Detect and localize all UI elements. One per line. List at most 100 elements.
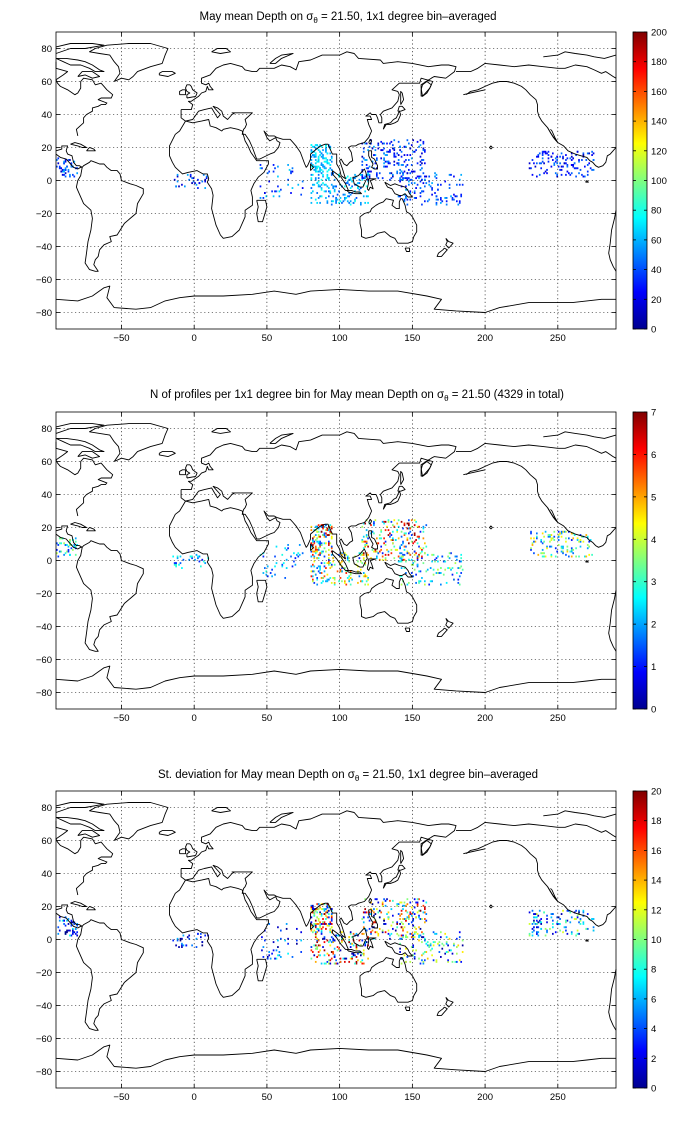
bin-cell (348, 195, 351, 198)
bin-cell (326, 904, 329, 907)
bin-cell (392, 173, 394, 176)
bin-cell (552, 932, 554, 935)
bin-cell (458, 200, 461, 203)
bin-cell (317, 177, 320, 180)
bin-cell (397, 560, 400, 563)
bin-cell (259, 164, 262, 166)
bin-cell (346, 555, 349, 558)
bin-cell (354, 200, 356, 203)
bin-cell (325, 167, 327, 170)
bin-cell (386, 142, 388, 145)
bin-cell (384, 904, 387, 907)
bin-cell (543, 540, 545, 543)
bin-cell (592, 929, 595, 932)
bin-cell (310, 177, 313, 180)
bin-cell (320, 168, 323, 171)
bin-cell (424, 908, 426, 911)
bin-cell (409, 178, 412, 181)
bin-cell (390, 534, 393, 536)
gridlines (56, 791, 616, 1088)
bin-cell (76, 934, 79, 937)
bin-cell (58, 165, 61, 168)
bin-cell (316, 927, 319, 930)
bin-cell (326, 960, 329, 963)
colorbar-tick-label: 140 (651, 117, 667, 128)
coastline (310, 922, 314, 930)
coastline (382, 490, 402, 510)
bin-cell (323, 570, 326, 573)
bin-cell (425, 175, 428, 178)
bin-cell (329, 962, 332, 965)
bin-cell (397, 913, 400, 915)
bin-cell (197, 557, 199, 560)
bin-cell (400, 583, 403, 586)
bin-cell (435, 557, 438, 560)
bin-cell (172, 555, 175, 558)
bin-cell (322, 937, 324, 940)
bin-cell (431, 560, 433, 563)
bin-cell (393, 557, 396, 560)
bin-cell (338, 173, 340, 176)
bin-cell (317, 542, 320, 545)
bin-cell (358, 182, 361, 185)
bin-cell (178, 185, 180, 188)
bin-cell (322, 182, 324, 185)
bin-cell (460, 557, 463, 560)
bin-cell (396, 530, 399, 533)
bin-cell (330, 537, 333, 540)
y-tick-label: −80 (36, 308, 52, 319)
bin-cell (374, 913, 377, 915)
bin-cell (458, 567, 461, 569)
bin-cell (349, 570, 352, 573)
bin-cell (410, 144, 413, 147)
bin-cell (409, 901, 412, 904)
bin-cell (422, 142, 425, 145)
bin-cell (316, 557, 319, 560)
coastline (185, 464, 198, 479)
bin-cell (458, 201, 461, 204)
bin-cell (367, 172, 369, 175)
bin-cell (403, 954, 406, 957)
bin-cell (412, 946, 415, 948)
colorbar-tick-label: 180 (651, 57, 667, 68)
bin-cell (422, 932, 425, 935)
bin-cell (386, 154, 388, 156)
bin-cell (432, 944, 435, 947)
bin-cell (275, 190, 278, 193)
bin-cell (349, 932, 352, 935)
coastline (180, 810, 457, 939)
bin-cell (319, 926, 321, 929)
coastline (400, 470, 405, 485)
bin-cell (274, 565, 276, 568)
bin-cell (406, 898, 409, 901)
bin-cell (179, 555, 182, 558)
coastline (211, 807, 231, 813)
bin-cell (586, 170, 589, 173)
bin-cell (456, 555, 458, 558)
bin-cell (396, 904, 399, 907)
bin-cell (287, 952, 289, 955)
bin-cell (268, 951, 271, 953)
bin-cell (554, 172, 557, 175)
bin-cell (330, 160, 333, 163)
bin-cell (344, 580, 346, 583)
bin-cell (319, 911, 321, 914)
bin-cell (191, 557, 193, 560)
bin-cell (354, 177, 356, 180)
bin-cell (387, 534, 390, 536)
bin-cell (67, 159, 70, 161)
bin-cell (313, 557, 316, 560)
bin-cell (317, 908, 320, 911)
bin-cell (390, 548, 393, 551)
bin-cell (560, 530, 563, 533)
bin-cell (536, 932, 538, 935)
bin-cell (357, 952, 359, 955)
bin-cell (572, 552, 575, 555)
bin-cell (320, 178, 323, 181)
coastline (400, 90, 405, 105)
bin-cell (400, 164, 403, 166)
coastline (366, 558, 377, 571)
bin-cell (310, 575, 313, 578)
bin-cell (557, 544, 560, 546)
